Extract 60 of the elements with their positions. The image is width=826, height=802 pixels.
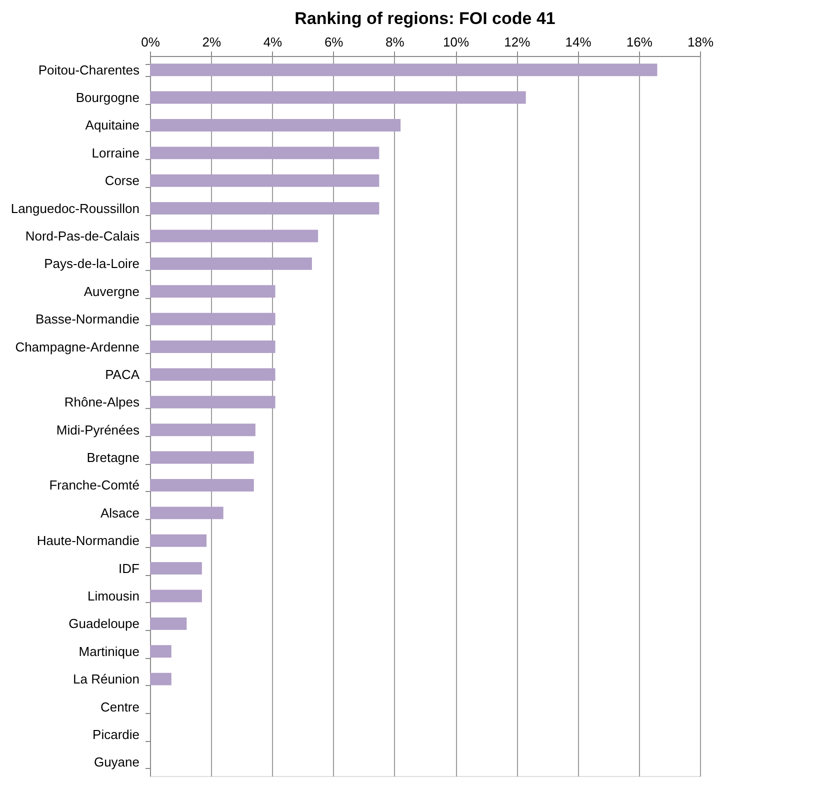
y-tick-label: Franche-Comté bbox=[49, 478, 140, 493]
x-tick-label: 14% bbox=[565, 34, 592, 50]
y-tick-label: Alsace bbox=[100, 505, 140, 520]
y-tick-label: Champagne-Ardenne bbox=[15, 339, 140, 354]
y-tick-label: Midi-Pyrénées bbox=[56, 422, 140, 438]
bar bbox=[150, 424, 256, 436]
bar bbox=[150, 590, 202, 602]
y-tick-label: Aquitaine bbox=[85, 118, 140, 133]
x-tick-label: 8% bbox=[386, 34, 405, 50]
y-tick-label: Pays-de-la-Loire bbox=[44, 256, 140, 272]
y-tick-label: Martinique bbox=[78, 644, 140, 659]
x-tick-label: 4% bbox=[263, 34, 283, 50]
x-tick-label: 16% bbox=[626, 34, 653, 50]
y-tick-label: Limousin bbox=[87, 588, 140, 604]
bar bbox=[150, 91, 526, 104]
bar bbox=[150, 451, 254, 464]
y-tick-label: Basse-Normandie bbox=[35, 312, 140, 327]
bar bbox=[150, 146, 380, 160]
y-tick-label: Lorraine bbox=[92, 145, 140, 160]
bar bbox=[150, 119, 401, 132]
bar bbox=[150, 64, 658, 76]
x-tick-label: 10% bbox=[443, 34, 470, 50]
y-tick-label: Centre bbox=[100, 699, 140, 714]
bar bbox=[150, 368, 276, 381]
y-tick-label: Guadeloupe bbox=[68, 616, 140, 632]
x-tick-label: 2% bbox=[202, 34, 222, 50]
y-tick-label: La Réunion bbox=[73, 672, 140, 687]
bar bbox=[150, 257, 312, 270]
bar bbox=[150, 672, 172, 686]
bar bbox=[150, 645, 172, 658]
y-tick-label: IDF bbox=[118, 560, 140, 576]
x-tick-label: 12% bbox=[504, 34, 531, 50]
bar bbox=[150, 617, 187, 630]
x-tick-label: 6% bbox=[324, 34, 344, 50]
bar bbox=[150, 396, 276, 408]
y-tick-label: Guyane bbox=[94, 754, 140, 770]
bar bbox=[150, 202, 380, 215]
y-tick-label: Bourgogne bbox=[76, 90, 140, 106]
y-tick-label: Rhône-Alpes bbox=[64, 394, 140, 410]
bar bbox=[150, 562, 202, 575]
y-tick-label: Haute-Normandie bbox=[36, 533, 140, 548]
y-tick-label: Bretagne bbox=[86, 450, 140, 466]
x-tick-label: 18% bbox=[687, 34, 714, 50]
y-tick-label: Languedoc-Roussillon bbox=[10, 200, 140, 216]
bar bbox=[150, 479, 254, 492]
chart-title: Ranking of regions: FOI code 41 bbox=[294, 9, 556, 28]
y-tick-label: Corse bbox=[104, 173, 140, 188]
y-tick-label: Nord-Pas-de-Calais bbox=[25, 228, 140, 244]
y-tick-label: Auvergne bbox=[84, 284, 140, 299]
bar bbox=[150, 340, 276, 353]
bar bbox=[150, 312, 276, 326]
y-tick-label: PACA bbox=[105, 366, 140, 382]
bar bbox=[150, 174, 380, 187]
y-tick-label: Poitou-Charentes bbox=[38, 62, 140, 78]
y-tick-label: Picardie bbox=[92, 726, 140, 742]
bar bbox=[150, 506, 224, 520]
bar bbox=[150, 285, 276, 298]
x-tick-label: 0% bbox=[141, 34, 160, 50]
bar bbox=[150, 230, 318, 242]
bar bbox=[150, 534, 207, 547]
